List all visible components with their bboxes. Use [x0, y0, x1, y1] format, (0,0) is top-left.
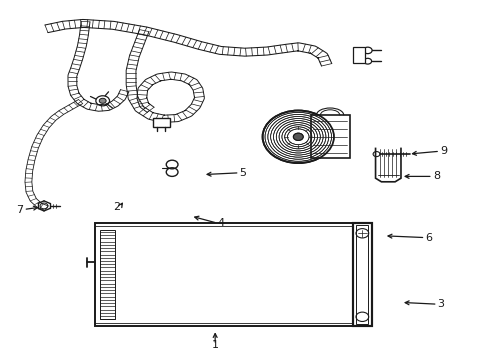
Text: 2: 2 — [112, 202, 120, 212]
Circle shape — [293, 133, 303, 140]
Text: 7: 7 — [16, 204, 23, 215]
Circle shape — [262, 111, 333, 163]
Bar — [100, 230, 115, 319]
Bar — [352, 47, 365, 63]
Bar — [310, 115, 349, 158]
Text: 6: 6 — [425, 233, 431, 243]
Circle shape — [293, 133, 303, 140]
Text: 8: 8 — [432, 171, 439, 181]
Bar — [152, 118, 170, 127]
Text: 1: 1 — [211, 340, 218, 350]
Text: 9: 9 — [439, 146, 447, 156]
Bar — [352, 223, 371, 326]
Text: 3: 3 — [437, 299, 444, 309]
Bar — [95, 223, 371, 326]
Text: 4: 4 — [217, 218, 224, 228]
Bar — [356, 225, 367, 324]
Text: 5: 5 — [239, 168, 246, 178]
Circle shape — [99, 98, 106, 103]
Bar — [352, 223, 371, 326]
